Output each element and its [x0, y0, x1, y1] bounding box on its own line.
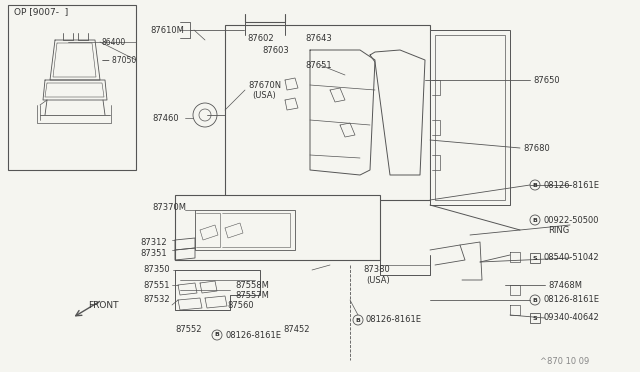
Text: RING: RING	[548, 225, 569, 234]
Text: 87380: 87380	[363, 266, 390, 275]
Text: 08126-8161E: 08126-8161E	[225, 330, 281, 340]
Text: B: B	[356, 317, 360, 323]
Circle shape	[530, 295, 540, 305]
Text: 87610M: 87610M	[150, 26, 184, 35]
Text: ^870 10 09: ^870 10 09	[540, 357, 589, 366]
Bar	[435, 35, 505, 200]
Text: 87552: 87552	[175, 326, 202, 334]
Text: B: B	[532, 298, 538, 302]
Text: 87643: 87643	[305, 33, 332, 42]
Text: 87560: 87560	[227, 301, 253, 310]
Text: 87602: 87602	[247, 33, 274, 42]
Bar	[8, 5, 136, 170]
Text: 87680: 87680	[523, 144, 550, 153]
Text: 08126-8161E: 08126-8161E	[543, 295, 599, 305]
Text: 87558M: 87558M	[235, 280, 269, 289]
Text: 08126-8161E: 08126-8161E	[543, 180, 599, 189]
Text: 00922-50500: 00922-50500	[543, 215, 598, 224]
Text: 87452: 87452	[283, 326, 310, 334]
Text: 87532: 87532	[143, 295, 170, 305]
Text: 08540-51042: 08540-51042	[543, 253, 598, 263]
Text: S: S	[532, 315, 538, 321]
Text: 87551: 87551	[143, 280, 170, 289]
Circle shape	[530, 215, 540, 225]
Text: — 87050: — 87050	[102, 55, 136, 64]
Text: 87603: 87603	[262, 45, 289, 55]
Bar	[195, 210, 295, 250]
Text: 09340-40642: 09340-40642	[543, 314, 599, 323]
Bar	[225, 25, 430, 200]
Text: OP [9007-  ]: OP [9007- ]	[14, 7, 68, 16]
Bar	[175, 195, 380, 260]
Text: 87370M: 87370M	[152, 202, 186, 212]
Text: 86400: 86400	[102, 38, 126, 46]
Circle shape	[212, 330, 222, 340]
FancyBboxPatch shape	[530, 313, 540, 323]
Text: 87351: 87351	[140, 248, 166, 257]
Text: B: B	[214, 333, 220, 337]
Circle shape	[530, 180, 540, 190]
Text: 87651: 87651	[305, 61, 332, 70]
Circle shape	[353, 315, 363, 325]
Text: 87460: 87460	[152, 113, 179, 122]
Text: 87350: 87350	[143, 266, 170, 275]
Text: 87312: 87312	[140, 237, 166, 247]
Text: 87670N: 87670N	[248, 80, 281, 90]
Text: 87650: 87650	[533, 76, 559, 84]
Text: 87557M: 87557M	[235, 291, 269, 299]
Text: B: B	[532, 218, 538, 222]
Text: (USA): (USA)	[366, 276, 390, 285]
FancyBboxPatch shape	[530, 253, 540, 263]
Text: FRONT: FRONT	[88, 301, 118, 310]
Text: S: S	[532, 256, 538, 260]
Text: 87468M: 87468M	[548, 280, 582, 289]
Text: (USA): (USA)	[252, 90, 276, 99]
Bar	[430, 30, 510, 205]
Text: 08126-8161E: 08126-8161E	[366, 315, 422, 324]
Text: B: B	[532, 183, 538, 187]
